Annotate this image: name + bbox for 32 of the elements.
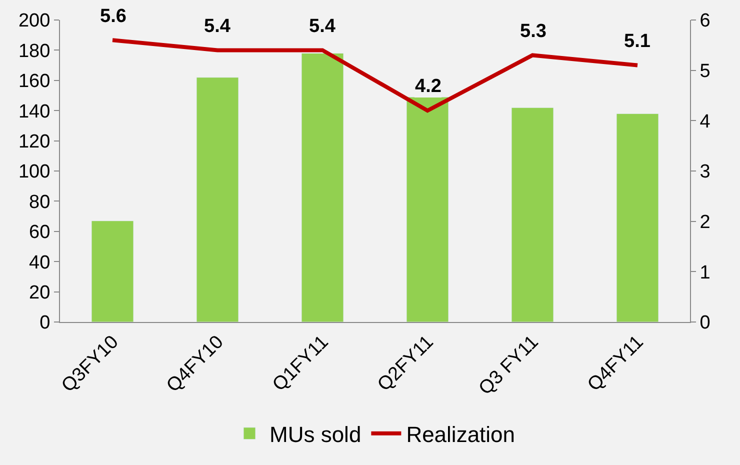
y-tick-label: 40	[29, 252, 50, 274]
y2-tick-label: 1	[700, 262, 710, 284]
data-label: 5.1	[624, 31, 651, 52]
legend-label: MUs sold	[270, 422, 362, 447]
y-tick-label: 180	[18, 40, 50, 62]
data-label: 5.6	[100, 6, 126, 27]
data-label: 5.3	[520, 21, 546, 42]
data-label: 5.4	[204, 16, 231, 37]
data-label: 4.2	[415, 76, 442, 97]
bar	[616, 113, 659, 322]
bar	[406, 96, 449, 322]
y-tick-label: 80	[29, 192, 50, 213]
y-tick-label: 100	[18, 162, 50, 183]
bar	[511, 107, 554, 322]
y2-tick-label: 6	[700, 10, 710, 32]
y2-tick-label: 5	[700, 60, 710, 82]
y2-tick-label: 3	[700, 162, 710, 183]
y-tick-label: 160	[18, 71, 50, 92]
y2-tick-label: 0	[700, 312, 710, 334]
y-tick-label: 120	[18, 131, 50, 152]
bar	[196, 77, 239, 322]
y-tick-label: 60	[29, 222, 50, 244]
y2-tick-label: 4	[700, 111, 711, 132]
legend-label: Realization	[406, 422, 516, 447]
bar	[91, 220, 134, 322]
y-tick-label: 200	[18, 10, 50, 32]
y-tick-label: 0	[40, 312, 50, 334]
y2-tick-label: 2	[700, 212, 710, 233]
data-label: 5.4	[309, 16, 336, 37]
bar	[301, 52, 344, 322]
y-tick-label: 20	[29, 282, 50, 304]
y-tick-label: 140	[18, 101, 50, 122]
